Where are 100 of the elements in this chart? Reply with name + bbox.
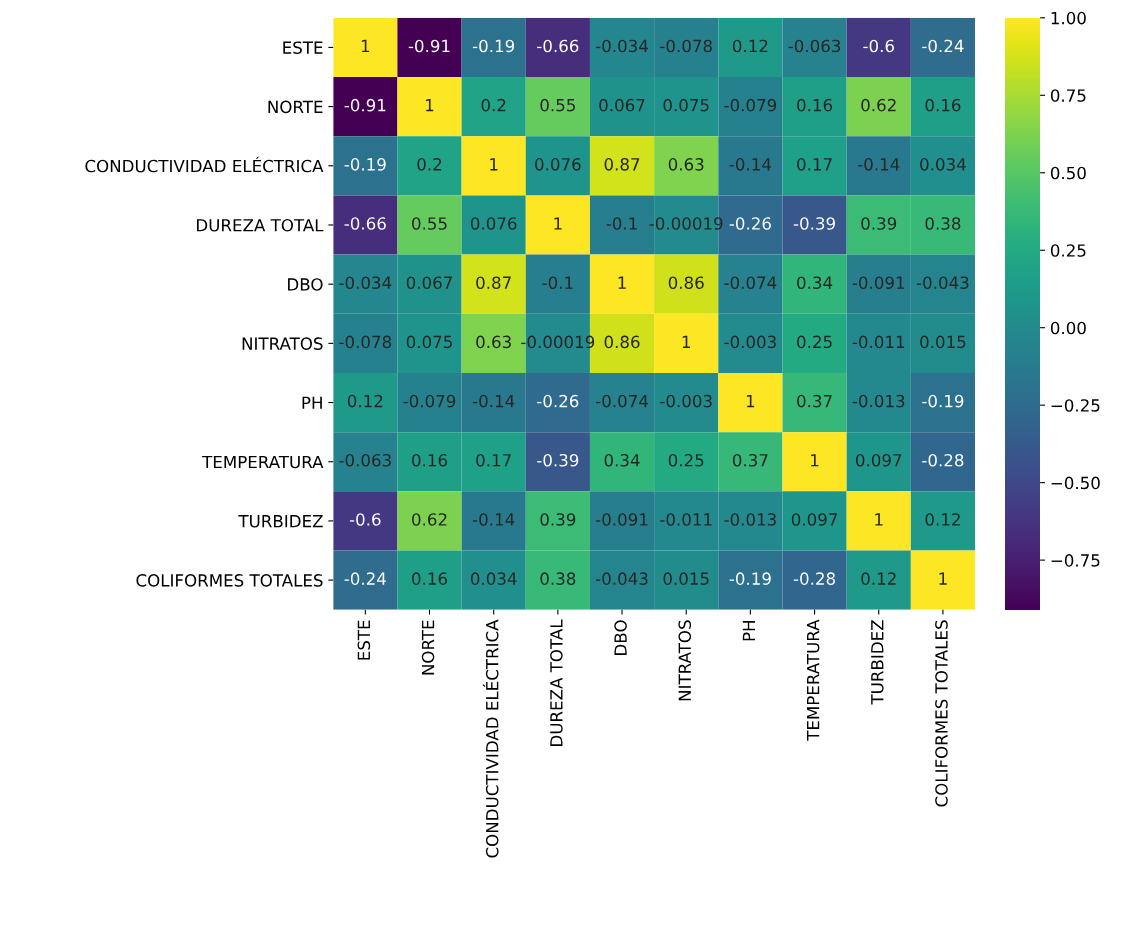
data-label: -0.28 — [922, 453, 964, 467]
y-tick-label: TURBIDEZ — [238, 515, 323, 528]
data-label: -0.66 — [537, 39, 579, 53]
data-label: -0.091 — [852, 276, 905, 289]
data-label: -0.043 — [595, 572, 648, 585]
data-label: -0.003 — [660, 394, 712, 408]
data-label: -0.66 — [344, 217, 386, 230]
data-label: 0.076 — [535, 158, 581, 171]
data-label: 0.097 — [855, 453, 902, 467]
data-label: -0.011 — [852, 335, 905, 349]
data-label: -0.074 — [595, 394, 648, 408]
data-label: -0.079 — [403, 394, 456, 408]
data-label: 0.63 — [476, 335, 511, 349]
data-label: 0.39 — [861, 217, 897, 230]
data-label: -0.6 — [349, 513, 381, 526]
data-label: 1 — [490, 158, 498, 171]
y-tick-label: DBO — [288, 278, 323, 291]
data-label: 1 — [939, 572, 947, 585]
data-label: 0.25 — [668, 453, 704, 467]
data-label: 0.16 — [412, 453, 448, 467]
data-label: 0.62 — [412, 513, 447, 526]
color-bar-label: −0.50 — [1051, 476, 1100, 490]
data-label: 1 — [875, 513, 883, 526]
data-label: -0.003 — [724, 335, 776, 349]
data-label: 0.86 — [668, 276, 704, 289]
data-label: 0.075 — [406, 335, 452, 349]
data-label: 1 — [746, 394, 755, 408]
color-bar-label: 0.50 — [1050, 166, 1086, 180]
data-label: -0.1 — [606, 217, 637, 230]
color-bar-label: 0.25 — [1050, 244, 1086, 257]
data-label: 1 — [618, 276, 626, 289]
data-label: 0.2 — [417, 158, 442, 171]
data-label: -0.39 — [537, 453, 579, 467]
color-bar-label: 1.00 — [1051, 11, 1086, 25]
data-label: -0.14 — [858, 158, 900, 171]
color-bar-label: −0.25 — [1051, 399, 1100, 412]
color-bar-label: −0.75 — [1051, 554, 1100, 567]
data-label: 0.12 — [861, 572, 896, 585]
data-label: 0.16 — [412, 572, 448, 585]
data-label: 1 — [811, 454, 819, 467]
data-label: 0.075 — [663, 98, 709, 112]
x-tick-label: DBO — [614, 620, 627, 655]
data-label: -0.00019 — [649, 217, 723, 230]
data-label: 0.015 — [920, 335, 966, 349]
data-label: 0.12 — [347, 394, 383, 408]
data-label: -0.063 — [339, 453, 391, 467]
data-label: 0.2 — [481, 98, 506, 112]
data-label: 1 — [682, 335, 690, 348]
data-label: 0.87 — [476, 276, 511, 289]
data-label: 0.17 — [797, 158, 832, 171]
data-label: -0.14 — [472, 394, 515, 408]
data-label: 0.37 — [797, 394, 832, 408]
data-label: -0.013 — [852, 394, 905, 408]
data-label: 1 — [554, 217, 562, 230]
data-label: -0.91 — [408, 39, 450, 53]
data-label: 1 — [426, 99, 434, 112]
data-label: 0.38 — [925, 217, 961, 230]
data-label: 0.17 — [476, 453, 511, 467]
data-label: -0.6 — [863, 39, 894, 53]
data-label: 0.097 — [791, 513, 837, 526]
x-tick-label: TURBIDEZ — [871, 620, 884, 705]
data-label: -0.011 — [660, 513, 712, 526]
data-label: -0.034 — [595, 39, 648, 53]
data-label: 0.067 — [599, 98, 645, 112]
data-label: -0.39 — [793, 217, 835, 230]
data-label: 0.015 — [663, 572, 709, 585]
data-label: -0.24 — [344, 572, 386, 585]
data-label: 0.067 — [406, 276, 452, 289]
x-tick-label: ESTE — [357, 620, 371, 660]
data-label: 0.034 — [920, 158, 966, 171]
data-label: -0.19 — [344, 158, 386, 171]
data-label: -0.19 — [922, 394, 964, 408]
data-label: 0.076 — [470, 217, 517, 230]
data-label: 0.034 — [470, 572, 517, 585]
data-label: -0.1 — [542, 276, 573, 289]
data-label: 0.34 — [797, 276, 833, 289]
data-label: -0.013 — [724, 513, 776, 526]
color-bar-label: 0.00 — [1050, 321, 1086, 335]
data-label: -0.091 — [595, 513, 648, 526]
x-tick-label: NITRATOS — [678, 620, 692, 701]
data-label: -0.043 — [916, 276, 969, 289]
x-tick-label: COLIFORMES TOTALES — [935, 620, 948, 807]
data-label: 0.55 — [540, 98, 575, 112]
data-label: 0.34 — [604, 453, 640, 467]
data-label: -0.26 — [729, 217, 771, 230]
data-label: 0.39 — [540, 513, 576, 526]
data-label: 1 — [361, 39, 370, 53]
y-tick-label: PH — [302, 396, 322, 409]
data-label: 0.86 — [604, 335, 640, 349]
data-label: -0.14 — [729, 158, 772, 171]
data-label: 0.87 — [604, 158, 640, 171]
data-label: -0.034 — [339, 276, 392, 289]
data-label: 0.12 — [925, 513, 960, 526]
data-label: -0.14 — [472, 513, 515, 526]
data-label: 0.16 — [797, 98, 833, 112]
data-label: -0.28 — [793, 572, 835, 585]
data-label: -0.19 — [729, 572, 771, 585]
x-tick-label: DUREZA TOTAL — [550, 619, 563, 746]
data-label: 0.55 — [412, 217, 447, 230]
data-label: 0.25 — [797, 335, 832, 349]
